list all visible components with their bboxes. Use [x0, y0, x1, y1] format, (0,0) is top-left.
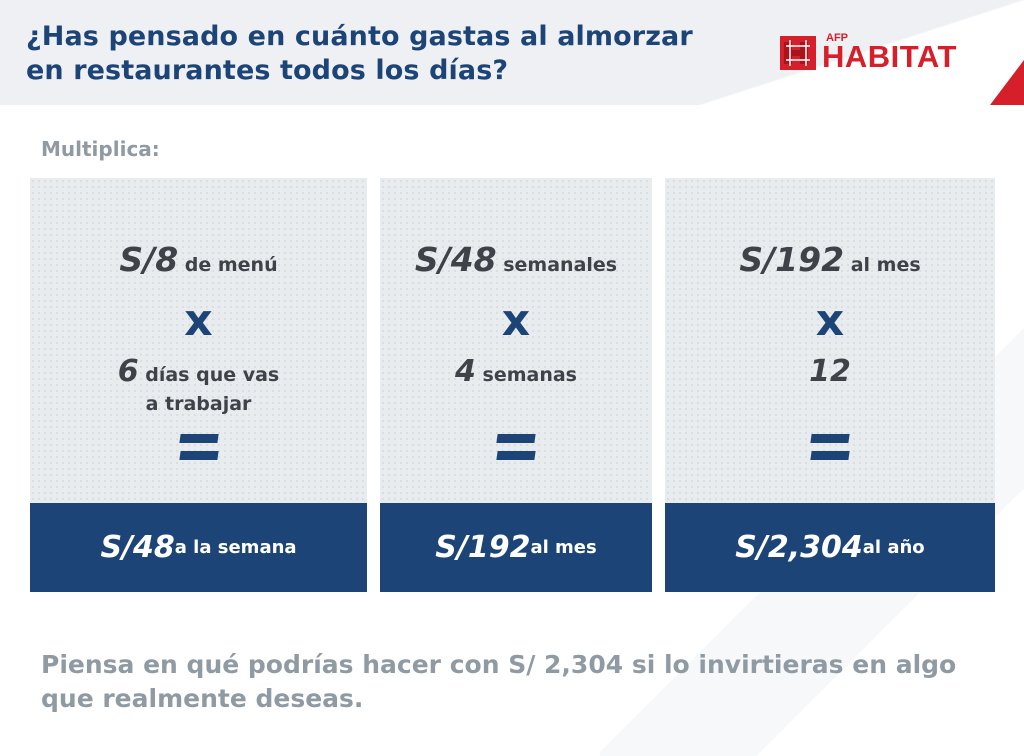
multiplica-label: Multiplica: [41, 137, 160, 161]
amount-value: S/192 [739, 240, 845, 279]
multiplier-value: 6 [117, 354, 139, 389]
multiplier-line: 4 semanas [380, 357, 652, 390]
afp-habitat-logo: AFP HABITAT [780, 32, 995, 80]
multiplier-label-2: a trabajar [145, 393, 252, 415]
multiplier-label: días que vas [138, 364, 280, 386]
header-diagonal [700, 0, 1024, 105]
result-value: S/192 [435, 530, 531, 565]
multiply-sign: x [184, 295, 213, 346]
amount-value: S/8 [119, 240, 179, 279]
amount-label: de menú [178, 254, 278, 276]
card-result: S/2,304 al año [665, 503, 995, 592]
card-body: S/192 al mes x 12 [665, 178, 995, 503]
equals-sign [811, 434, 849, 464]
card-result: S/192 al mes [380, 503, 652, 592]
result-label: al año [862, 537, 925, 558]
amount-line: S/8 de menú [30, 240, 367, 279]
card-body: S/8 de menú x 6 días que vas a trabajar [30, 178, 367, 503]
logo-habitat-text: HABITAT [822, 39, 957, 74]
amount-line: S/48 semanales [380, 240, 652, 279]
habitat-logo-icon [780, 36, 816, 70]
result-label: a la semana [174, 537, 297, 558]
calc-card-yearly: S/192 al mes x 12 S/2,304 al año [665, 178, 995, 592]
amount-value: S/48 [414, 240, 497, 279]
logo-afp-text: AFP [826, 32, 848, 44]
amount-label: al mes [844, 254, 921, 276]
page-title: ¿Has pensado en cuánto gastas al almorza… [26, 21, 693, 86]
card-body: S/48 semanales x 4 semanas [380, 178, 652, 503]
multiplier-label: semanas [475, 364, 577, 386]
amount-line: S/192 al mes [665, 240, 995, 279]
equals-sign [180, 434, 218, 464]
calc-card-monthly: S/48 semanales x 4 semanas S/192 al mes [380, 178, 652, 592]
result-value: S/48 [100, 530, 175, 565]
multiplier-value: 4 [455, 354, 476, 389]
result-label: al mes [530, 537, 597, 558]
multiplier-line: 12 [665, 357, 995, 390]
corner-accent [990, 60, 1024, 105]
equals-sign [497, 434, 535, 464]
multiplier-line: 6 días que vas a trabajar [30, 357, 367, 419]
calc-card-weekly: S/8 de menú x 6 días que vas a trabajar … [30, 178, 367, 592]
footer-message: Piensa en qué podrías hacer con S/ 2,304… [41, 650, 957, 713]
card-result: S/48 a la semana [30, 503, 367, 592]
multiplier-value: 12 [809, 354, 851, 389]
multiply-sign: x [815, 295, 845, 346]
amount-label: semanales [496, 254, 618, 276]
result-value: S/2,304 [735, 530, 863, 565]
multiply-sign: x [501, 295, 531, 346]
